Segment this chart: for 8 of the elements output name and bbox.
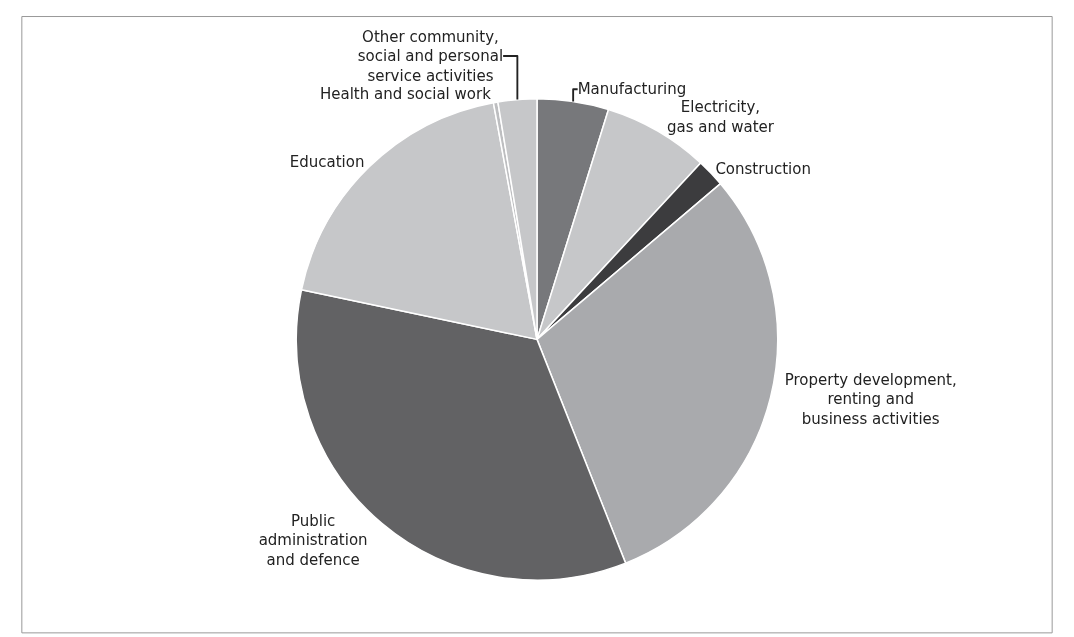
slice-label: Property development, renting and business activities [784,370,957,428]
slice-label: Other community, social and personal service activities [357,27,504,85]
slice-label: Education [289,153,365,172]
slice-label: Electricity, gas and water [666,98,775,136]
slice-label: Health and social work [319,84,492,103]
slice-label: Manufacturing [577,80,687,99]
slice-label: Construction [715,159,811,178]
slice-label: Public administration and defence [258,511,368,569]
